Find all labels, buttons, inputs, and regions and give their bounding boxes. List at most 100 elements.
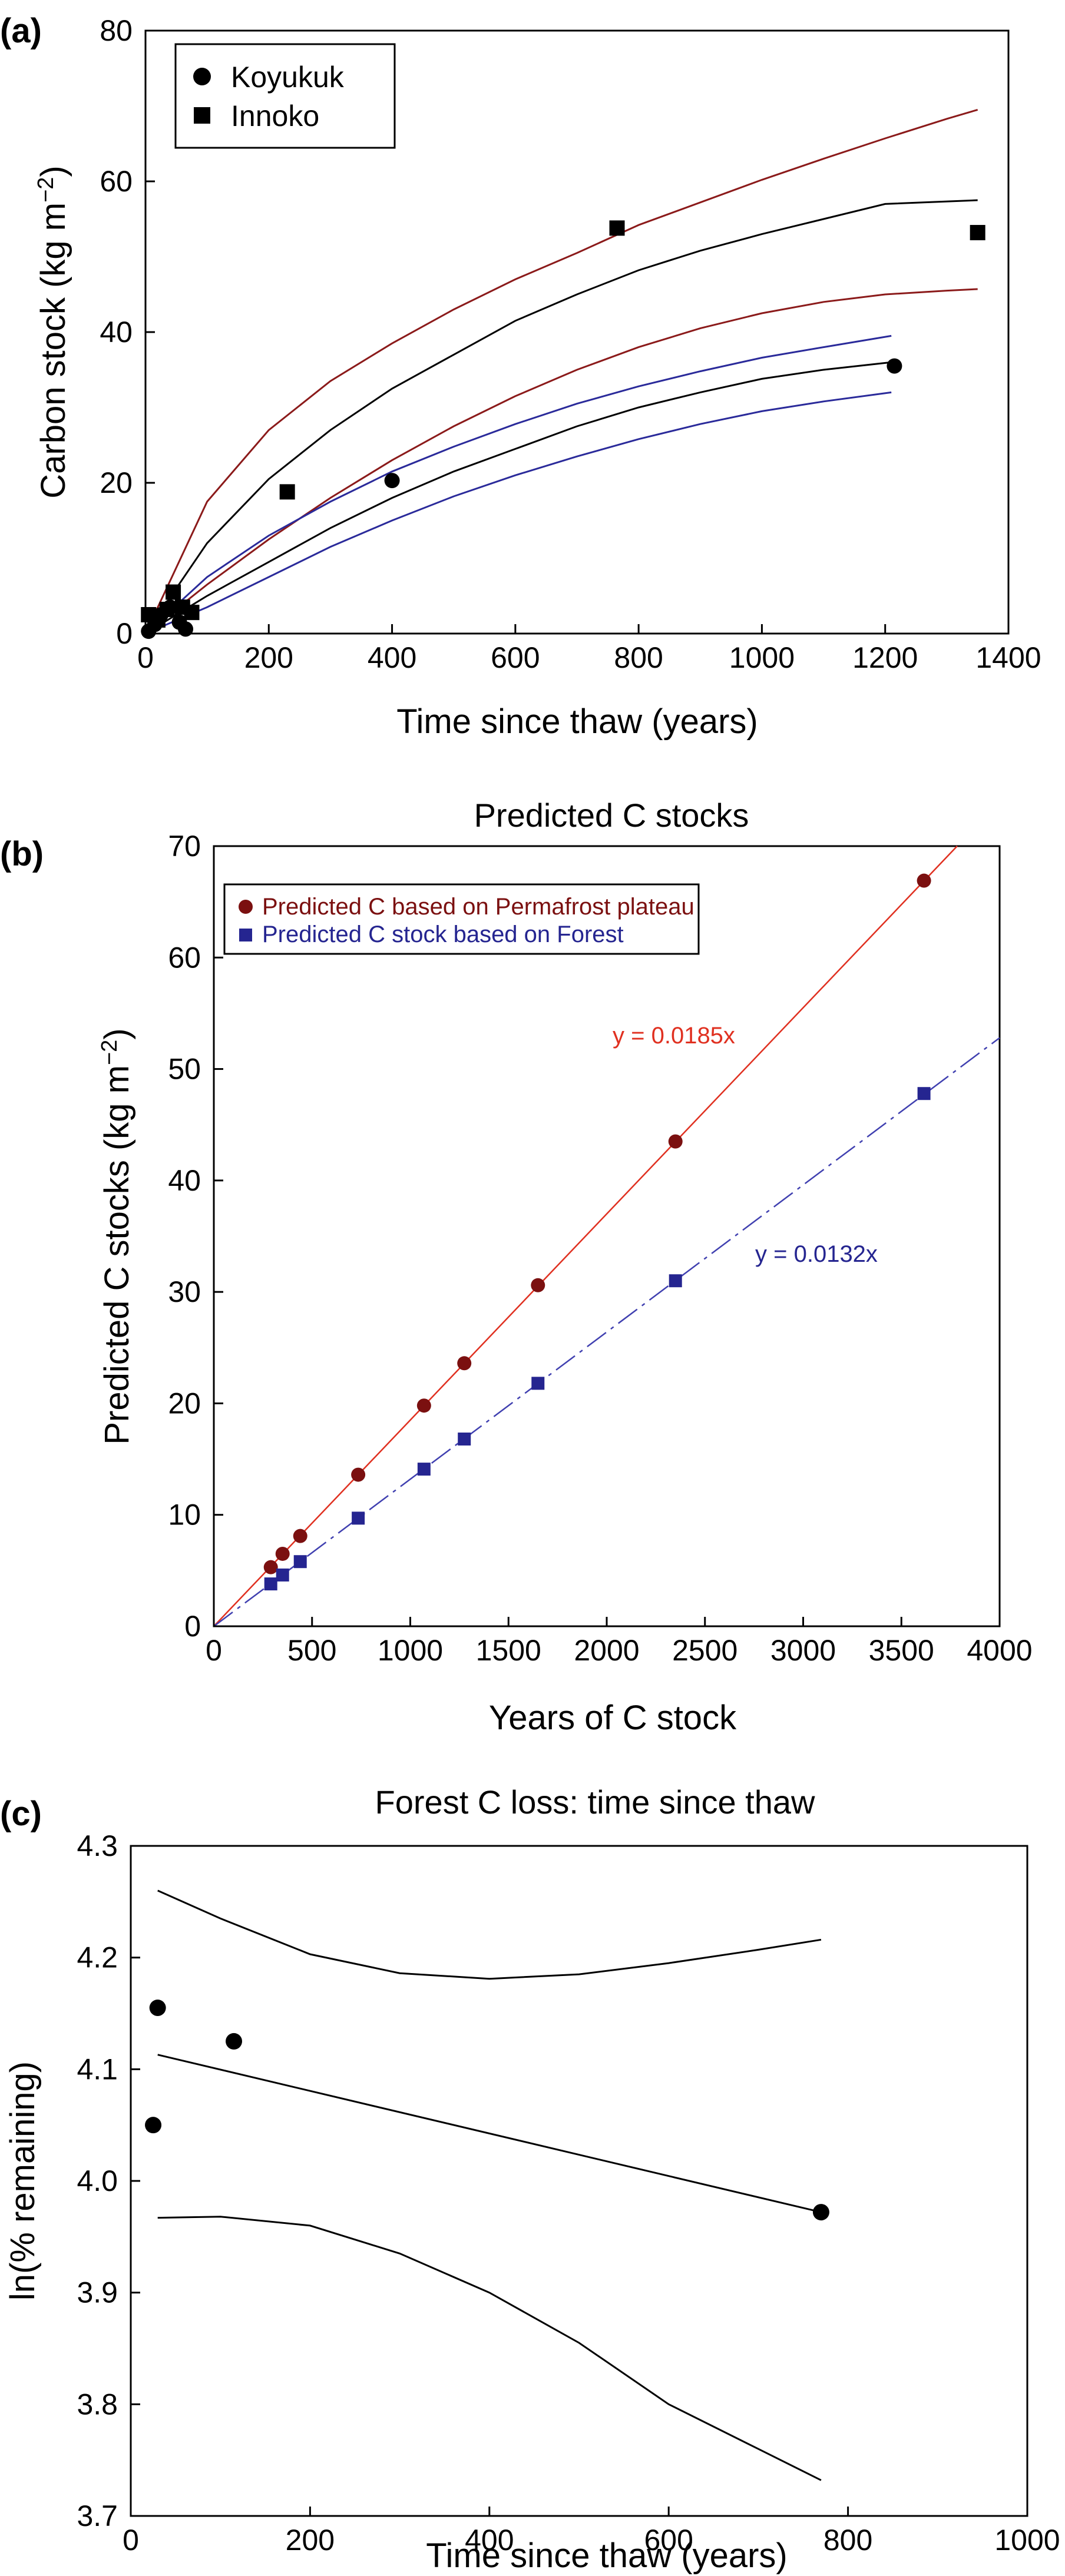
data-point [226, 2033, 243, 2050]
fit-curve [144, 334, 892, 635]
panel-b-title: Predicted C stocks [474, 797, 749, 834]
panel-c-points [145, 2000, 829, 2221]
data-point-permafrost [293, 1529, 307, 1543]
panel-b-equation-permafrost: y = 0.0185x [613, 1023, 735, 1049]
data-point-forest [264, 1577, 277, 1591]
panel-b-legend-box [223, 883, 700, 955]
legend-permafrost-marker [239, 900, 253, 914]
y-tick-label: 10 [168, 1498, 201, 1531]
y-tick-label: 4.1 [77, 2053, 118, 2086]
data-point-permafrost [275, 1546, 290, 1561]
x-tick-label: 2500 [672, 1634, 737, 1667]
y-tick-label: 60 [168, 941, 201, 974]
y-tick-label: 20 [168, 1387, 201, 1420]
panel-b-x-axis-label: Years of C stock [489, 1699, 737, 1737]
x-tick-label: 600 [644, 2524, 693, 2557]
legend-koyukuk-label: Koyukuk [231, 61, 345, 94]
data-point-innoko [166, 584, 181, 600]
x-tick-label: 0 [206, 1634, 222, 1667]
x-tick-label: 800 [823, 2524, 872, 2557]
fit-curve [144, 199, 978, 634]
data-point-koyukuk [887, 358, 902, 374]
y-tick-label: 4.2 [77, 1941, 118, 1974]
y-tick-label: 20 [100, 466, 133, 499]
x-tick-label: 1400 [975, 641, 1041, 674]
panel-b-plot-frame [213, 845, 1001, 1627]
y-tick-label: 3.9 [77, 2276, 118, 2309]
panel-a: (a) 0 200 400 600 800 1000 1200 1400 020406080 … [0, 12, 1041, 741]
panel-c-label: (c) [0, 1795, 42, 1833]
panel-b-points [263, 873, 931, 1591]
panel-a-legend: Koyukuk Innoko [174, 43, 396, 149]
data-point-forest [417, 1463, 431, 1476]
data-point-permafrost [351, 1467, 366, 1482]
lower-confidence-band [157, 2216, 822, 2481]
y-tick-label: 0 [184, 1610, 201, 1643]
panel-a-points [141, 220, 985, 639]
x-tick-label: 500 [287, 1634, 336, 1667]
x-tick-label: 0 [123, 2524, 139, 2557]
x-tick-label: 0 [137, 641, 154, 674]
x-tick-label: 600 [491, 641, 540, 674]
y-tick-label: 3.7 [77, 2499, 118, 2532]
data-point-innoko [279, 484, 295, 500]
legend-innoko-marker [194, 107, 210, 124]
y-tick-label: 80 [100, 14, 133, 47]
panel-a-label: (a) [0, 12, 42, 50]
data-point-innoko [159, 602, 175, 618]
y-tick-label: 40 [168, 1164, 201, 1197]
y-tick-label: 70 [168, 830, 201, 863]
x-tick-label: 3000 [770, 1634, 836, 1667]
data-point-forest [531, 1377, 545, 1390]
x-tick-label: 1000 [994, 2524, 1060, 2557]
data-point-permafrost [668, 1134, 683, 1149]
y-tick-label: 60 [100, 165, 133, 198]
y-tick-label: 50 [168, 1053, 201, 1086]
regression-line [157, 2054, 822, 2213]
data-point-innoko [970, 225, 985, 241]
y-tick-label: 4.3 [77, 1829, 118, 1862]
fit-curve [145, 361, 892, 635]
x-tick-label: 200 [244, 641, 293, 674]
legend-koyukuk-marker [193, 68, 211, 85]
panel-c-y-ticks: 3.7 3.8 3.9 4.0 4.1 4.2 4.3 [77, 1829, 140, 2532]
data-point [149, 2000, 166, 2017]
x-tick-label: 1000 [378, 1634, 443, 1667]
data-point-innoko [609, 220, 625, 236]
panel-a-x-axis-label: Time since thaw (years) [396, 702, 758, 741]
x-tick-label: 1200 [852, 641, 918, 674]
data-point-forest [276, 1568, 289, 1582]
panel-a-fit-curves [144, 108, 978, 635]
panel-c-y-axis-label: ln(% remaining) [4, 2061, 42, 2300]
y-tick-label: 30 [168, 1275, 201, 1308]
panel-b-equation-forest: y = 0.0132x [755, 1241, 878, 1267]
panel-a-x-ticks: 0 200 400 600 800 1000 1200 1400 [137, 624, 1041, 674]
data-point-permafrost [917, 873, 931, 888]
x-tick-label: 400 [465, 2524, 514, 2557]
panel-b-y-ticks: 0 10 20 30 40 50 60 70 [168, 830, 223, 1643]
legend-permafrost-label: Predicted C based on Permafrost plateau [262, 894, 694, 920]
data-point-forest [293, 1555, 307, 1569]
legend-forest-marker [239, 929, 252, 941]
x-tick-label: 3500 [869, 1634, 934, 1667]
data-point-forest [458, 1433, 471, 1446]
data-point-forest [669, 1274, 682, 1288]
data-point-permafrost [531, 1278, 545, 1292]
panel-a-y-ticks: 0 20 40 60 80 [100, 14, 155, 650]
panel-c-x-axis-label: Time since thaw (years) [426, 2537, 787, 2575]
fit-curve [145, 288, 978, 635]
y-tick-label: 4.0 [77, 2164, 118, 2197]
panel-a-legend-box [174, 43, 396, 149]
data-point-permafrost [457, 1356, 472, 1371]
data-point [812, 2204, 829, 2221]
legend-innoko-label: Innoko [231, 100, 319, 132]
fit-curve [144, 108, 978, 634]
y-tick-label: 3.8 [77, 2388, 118, 2421]
panel-b: (b) Predicted C stocks 0 500 1000 1500 2000 2… [0, 797, 1033, 1737]
panel-c-fit-lines [157, 1889, 822, 2481]
data-point-permafrost [263, 1560, 278, 1574]
legend-forest-label: Predicted C stock based on Forest [262, 921, 624, 947]
panel-b-label: (b) [0, 835, 44, 873]
panel-b-trend-lines [213, 846, 1000, 1627]
